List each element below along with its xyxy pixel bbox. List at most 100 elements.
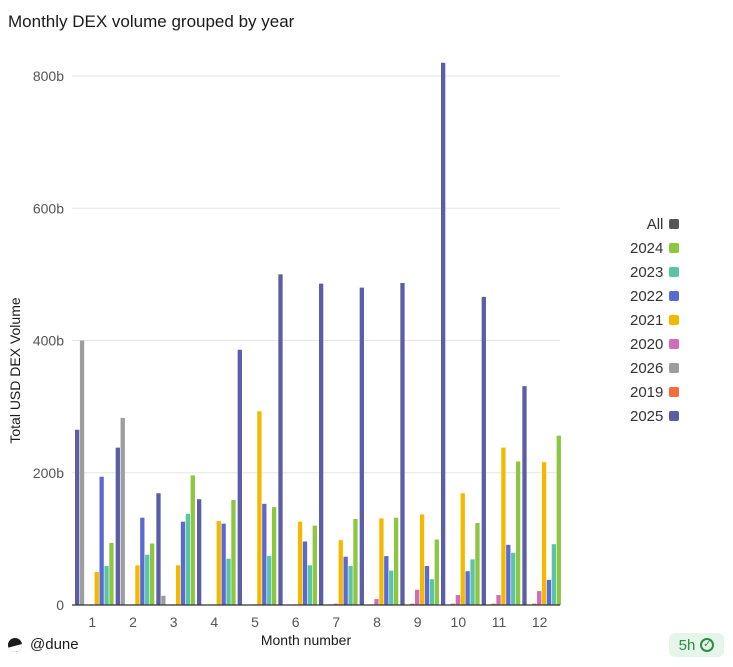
check-circle-icon: ✓ xyxy=(700,638,715,652)
bar-2024-m7[interactable] xyxy=(353,519,358,605)
y-tick-label: 200b xyxy=(33,465,64,481)
bar-2022-m7[interactable] xyxy=(343,556,348,605)
bar-2024-m3[interactable] xyxy=(190,475,195,605)
dune-brand[interactable]: @dune xyxy=(8,636,79,653)
bar-2023-m12[interactable] xyxy=(551,544,557,605)
bar-2023-m11[interactable] xyxy=(511,552,516,605)
bar-2022-m12[interactable] xyxy=(546,579,552,605)
bar-2025-m6[interactable] xyxy=(278,274,283,605)
bar-2021-m6[interactable] xyxy=(297,521,303,605)
bar-2021-m9[interactable] xyxy=(419,514,425,605)
legend-swatch xyxy=(669,219,680,229)
bar-2021-m3[interactable] xyxy=(175,565,181,605)
bar-2026-m2[interactable] xyxy=(120,417,125,605)
bar-2023-m9[interactable] xyxy=(429,579,435,605)
bar-2020-m8[interactable] xyxy=(374,599,379,605)
legend-item-2025[interactable]: 2025 xyxy=(630,404,680,428)
bar-2025-m10[interactable] xyxy=(441,62,446,605)
y-tick-label: 600b xyxy=(33,200,64,216)
bar-2022-m4[interactable] xyxy=(221,523,226,605)
bar-2026-m1[interactable] xyxy=(79,340,85,606)
bar-2023-m5[interactable] xyxy=(267,556,272,605)
bar-2023-m4[interactable] xyxy=(226,558,231,605)
bar-2021-m1[interactable] xyxy=(94,571,99,605)
legend-item-2023[interactable]: 2023 xyxy=(630,260,680,284)
bar-2025-m8[interactable] xyxy=(359,287,364,605)
bar-2022-m9[interactable] xyxy=(424,565,430,605)
bar-2021-m7[interactable] xyxy=(338,540,343,605)
bar-2022-m3[interactable] xyxy=(180,521,186,605)
bar-2024-m9[interactable] xyxy=(434,539,439,605)
bar-2022-m6[interactable] xyxy=(302,541,308,605)
bar-2021-m2[interactable] xyxy=(135,565,140,605)
bar-2021-m10[interactable] xyxy=(460,493,465,605)
bar-2024-m6[interactable] xyxy=(312,525,317,605)
bar-2025-m3[interactable] xyxy=(156,493,161,605)
legend-label: 2019 xyxy=(630,383,664,401)
bar-2023-m6[interactable] xyxy=(307,565,313,605)
bar-2024-m1[interactable] xyxy=(109,542,114,605)
legend-label: 2023 xyxy=(630,263,664,281)
bar-2024-m8[interactable] xyxy=(393,517,399,605)
bar-2025-m7[interactable] xyxy=(319,283,324,605)
bar-2023-m3[interactable] xyxy=(185,513,191,605)
bar-2022-m5[interactable] xyxy=(262,503,267,605)
bar-2020-m10[interactable] xyxy=(455,595,460,605)
x-tick-label: 11 xyxy=(492,614,507,630)
bar-2024-m12[interactable] xyxy=(556,435,561,605)
legend-item-2024[interactable]: 2024 xyxy=(630,236,680,260)
bar-2022-m2[interactable] xyxy=(140,517,145,605)
bar-2024-m11[interactable] xyxy=(515,461,521,605)
bar-2023-m2[interactable] xyxy=(145,554,150,605)
bar-2021-m8[interactable] xyxy=(379,518,384,605)
bar-2025-m5[interactable] xyxy=(237,349,242,605)
bar-2020-m11[interactable] xyxy=(496,595,501,605)
bar-2020-m12[interactable] xyxy=(537,591,542,605)
bar-2024-m5[interactable] xyxy=(271,507,277,605)
y-tick-label: 0 xyxy=(56,597,64,613)
freshness-badge[interactable]: 5h ✓ xyxy=(669,633,724,657)
legend-item-all[interactable]: All xyxy=(630,212,680,236)
bar-2023-m10[interactable] xyxy=(470,559,475,605)
x-tick-label: 6 xyxy=(292,614,300,630)
bar-2021-m5[interactable] xyxy=(257,411,262,605)
bar-2024-m2[interactable] xyxy=(149,543,155,605)
y-axis-ticks: 0 200b 400b 600b 800b xyxy=(33,68,64,613)
legend: All 2024 2023 2022 2021 2020 2026 2019 2025 xyxy=(630,212,680,428)
bar-2019-m11[interactable] xyxy=(491,603,496,605)
bar-2023-m1[interactable] xyxy=(104,565,109,605)
bar-2024-m4[interactable] xyxy=(231,499,236,605)
bar-2022-m10[interactable] xyxy=(465,571,470,605)
bar-2022-m11[interactable] xyxy=(506,544,511,605)
bar-2022-m8[interactable] xyxy=(384,556,389,605)
legend-item-2019[interactable]: 2019 xyxy=(630,380,680,404)
bar-2022-m1[interactable] xyxy=(99,476,104,605)
bar-2020-m9[interactable] xyxy=(415,589,420,605)
chart-title: Monthly DEX volume grouped by year xyxy=(8,12,295,31)
bar-2021-m12[interactable] xyxy=(541,462,547,605)
bar-2024-m10[interactable] xyxy=(475,523,480,605)
legend-item-2022[interactable]: 2022 xyxy=(630,284,680,308)
legend-item-2021[interactable]: 2021 xyxy=(630,308,680,332)
bar-2019-m9[interactable] xyxy=(410,603,415,605)
bar-2020-m7[interactable] xyxy=(333,603,338,605)
bar-2021-m11[interactable] xyxy=(501,447,506,605)
bar-2025-m1[interactable] xyxy=(75,429,80,605)
bar-2023-m8[interactable] xyxy=(389,570,394,605)
bar-2025-m11[interactable] xyxy=(481,296,486,605)
bar-2023-m7[interactable] xyxy=(348,565,353,605)
bar-2019-m12[interactable] xyxy=(532,603,537,605)
x-tick-label: 5 xyxy=(251,614,259,630)
bar-2019-m10[interactable] xyxy=(450,603,456,605)
legend-item-2020[interactable]: 2020 xyxy=(630,332,680,356)
bar-2025-m9[interactable] xyxy=(400,282,405,605)
legend-swatch xyxy=(669,267,680,277)
legend-item-2026[interactable]: 2026 xyxy=(630,356,680,380)
bar-2025-m12[interactable] xyxy=(522,386,527,605)
brand-label: @dune xyxy=(30,636,79,653)
bar-2026-m3[interactable] xyxy=(161,595,166,605)
bar-2025-m4[interactable] xyxy=(197,499,202,605)
bar-2025-m2[interactable] xyxy=(115,447,120,605)
legend-label: 2020 xyxy=(630,335,664,353)
bar-2021-m4[interactable] xyxy=(216,521,221,605)
